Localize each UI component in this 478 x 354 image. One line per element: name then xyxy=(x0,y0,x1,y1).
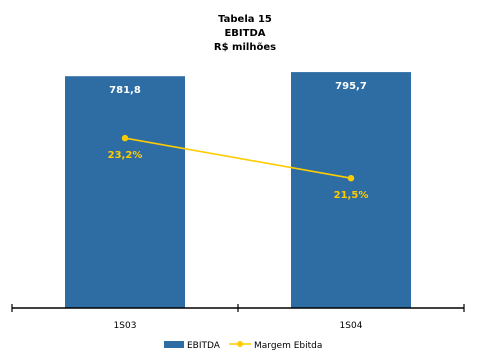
x-tick-labels-group: 1S03 1S04 xyxy=(114,321,363,331)
x-axis xyxy=(11,304,465,312)
margin-ebitda-point xyxy=(121,134,129,142)
chart-subtitle: EBITDA xyxy=(224,28,265,39)
legend-label-margin: Margem Ebitda xyxy=(254,341,322,351)
legend-swatch-margin-point xyxy=(237,341,243,347)
bar-1s03 xyxy=(65,76,185,308)
x-tick-label: 1S04 xyxy=(340,321,363,331)
legend: EBITDA Margem Ebitda xyxy=(164,341,322,351)
bars-group xyxy=(65,72,411,308)
bar-labels-group: 781,8 795,7 xyxy=(109,81,367,96)
legend-swatch-ebitda xyxy=(164,341,184,348)
bar-1s04 xyxy=(291,72,411,308)
chart-unit-label: R$ milhões xyxy=(214,42,276,53)
margin-ebitda-point xyxy=(347,175,355,182)
legend-label-ebitda: EBITDA xyxy=(187,341,221,351)
margin-ebitda-line xyxy=(124,137,352,179)
margin-value-label: 23,2% xyxy=(108,150,143,161)
x-tick-label: 1S03 xyxy=(114,321,137,331)
margin-line-group xyxy=(121,134,355,182)
bar-value-label: 781,8 xyxy=(109,85,141,96)
chart-title: Tabela 15 xyxy=(218,14,272,25)
margin-value-label: 21,5% xyxy=(334,190,369,201)
margin-labels-group: 23,2% 21,5% xyxy=(108,150,369,201)
bar-value-label: 795,7 xyxy=(335,81,367,92)
